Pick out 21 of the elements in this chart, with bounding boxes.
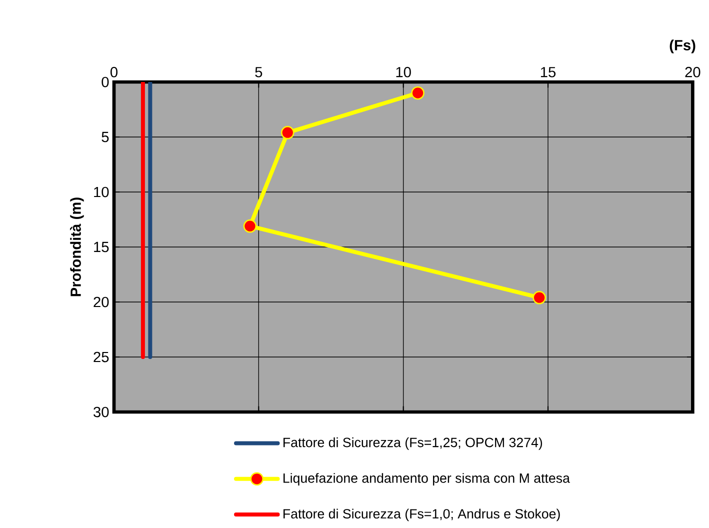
x-tick-label: 0 [110, 66, 118, 78]
x-tick-label: 10 [396, 66, 411, 78]
y-tick-label: 20 [94, 296, 109, 308]
legend-label: Fattore di Sicurezza (Fs=1,0; Andrus e Stokoe) [284, 508, 560, 522]
legend-label: Liquefazione andamento per sisma con M attesa [284, 473, 570, 486]
x-tick-label: 15 [540, 67, 556, 78]
x-tick-label: 5 [255, 67, 262, 78]
y-tick-label: 0 [102, 76, 109, 88]
point [243, 219, 257, 233]
point [532, 290, 546, 304]
y-axis-title: Profondità (m) [70, 198, 84, 296]
y-tick-label: 10 [94, 186, 109, 198]
point [411, 86, 424, 100]
point [280, 126, 294, 140]
y-tick-label: 15 [94, 242, 109, 252]
x-tick-label: 20 [685, 66, 700, 78]
y-tick-label: 30 [94, 406, 109, 418]
y-tick-label: 5 [102, 132, 109, 142]
y-tick-label: 25 [94, 352, 109, 362]
x-axis-title: (Fs) [670, 40, 696, 54]
legend-label: Fattore di Sicurezza (Fs=1,25; OPCM 3274) [284, 437, 542, 450]
